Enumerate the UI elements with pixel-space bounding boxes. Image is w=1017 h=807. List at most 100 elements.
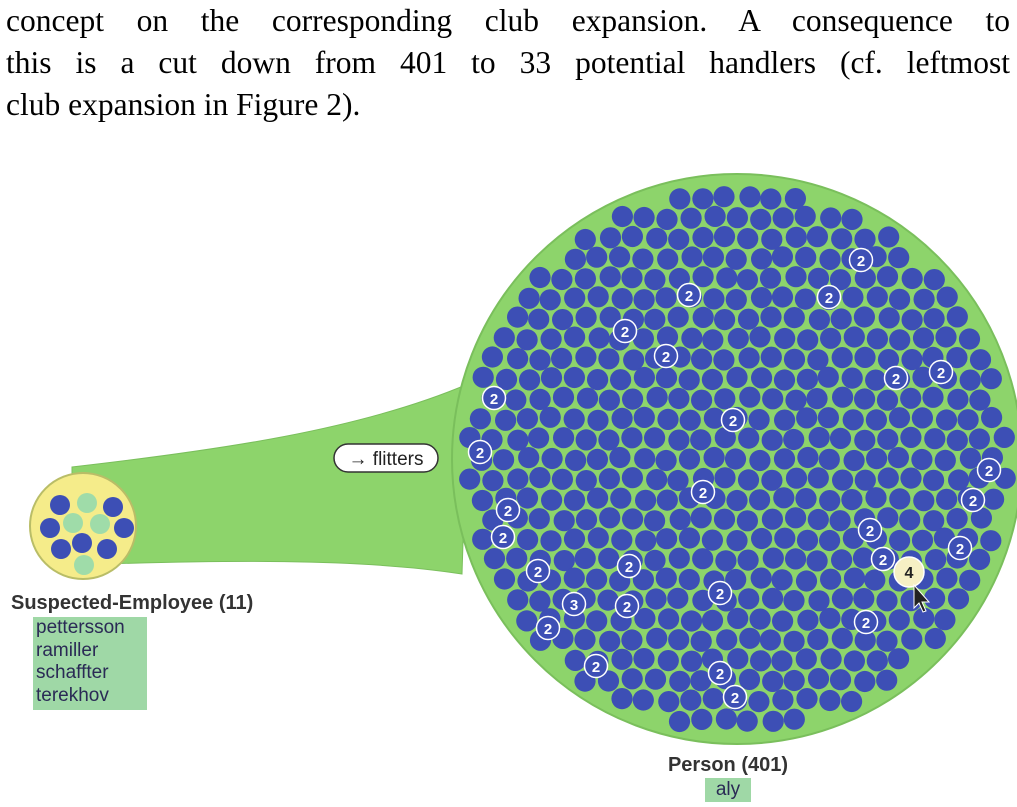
member-node[interactable] — [541, 489, 563, 511]
member-node[interactable] — [796, 368, 819, 390]
member-node[interactable] — [493, 449, 515, 471]
member-node[interactable] — [876, 266, 899, 288]
member-node[interactable] — [714, 309, 736, 331]
member-node[interactable] — [900, 387, 922, 409]
member-node[interactable] — [738, 427, 760, 449]
member-node[interactable] — [785, 266, 807, 288]
member-node[interactable] — [50, 495, 70, 515]
member-node[interactable] — [983, 488, 1005, 510]
member-count-node[interactable] — [853, 609, 879, 635]
member-node[interactable] — [959, 447, 982, 469]
member-node[interactable] — [889, 288, 911, 310]
member-node[interactable] — [632, 328, 655, 350]
member-node[interactable] — [541, 447, 563, 470]
member-node[interactable] — [575, 429, 597, 451]
member-node[interactable] — [841, 208, 863, 230]
member-node[interactable] — [483, 548, 506, 570]
member-node[interactable] — [772, 689, 794, 711]
member-node[interactable] — [796, 688, 818, 710]
member-count-node[interactable] — [870, 546, 896, 572]
member-node[interactable] — [736, 710, 758, 732]
member-node[interactable] — [656, 528, 678, 550]
member-node[interactable] — [692, 306, 714, 328]
member-node[interactable] — [621, 629, 643, 651]
member-node[interactable] — [681, 650, 703, 672]
member-node[interactable] — [925, 549, 947, 571]
member-node[interactable] — [761, 469, 783, 491]
member-node[interactable] — [598, 468, 621, 490]
member-node[interactable] — [691, 348, 713, 370]
member-node[interactable] — [774, 527, 796, 549]
member-node[interactable] — [644, 308, 666, 330]
member-node[interactable] — [762, 547, 784, 569]
member-node[interactable] — [668, 629, 690, 651]
member-node[interactable] — [796, 529, 819, 551]
member-node[interactable] — [797, 329, 819, 351]
member-node[interactable] — [969, 548, 991, 571]
member-node[interactable] — [854, 267, 876, 289]
member-node[interactable] — [611, 529, 633, 551]
member-count-node[interactable] — [490, 524, 516, 550]
member-node[interactable] — [912, 366, 934, 388]
member-node[interactable] — [668, 387, 690, 410]
member-node[interactable] — [633, 206, 655, 229]
member-node[interactable] — [517, 529, 539, 551]
member-node[interactable] — [681, 327, 703, 349]
member-node[interactable] — [876, 669, 898, 691]
member-item[interactable]: terekhov — [36, 684, 109, 706]
member-node[interactable] — [655, 449, 677, 472]
member-node[interactable] — [865, 369, 887, 391]
member-node[interactable] — [528, 508, 550, 530]
member-node[interactable] — [981, 406, 1003, 429]
member-node[interactable] — [634, 607, 656, 630]
member-node[interactable] — [853, 588, 875, 610]
member-node[interactable] — [704, 205, 726, 227]
member-node[interactable] — [865, 409, 888, 431]
member-count-node[interactable] — [525, 558, 551, 584]
member-node[interactable] — [751, 248, 773, 270]
member-node[interactable] — [507, 589, 529, 611]
member-node[interactable] — [913, 288, 935, 310]
member-node[interactable] — [865, 487, 887, 509]
member-node[interactable] — [738, 588, 760, 610]
member-node[interactable] — [774, 409, 796, 431]
member-node[interactable] — [783, 307, 805, 329]
member-node[interactable] — [936, 567, 958, 589]
member-node[interactable] — [832, 386, 854, 408]
member-node[interactable] — [587, 369, 609, 391]
member-node[interactable] — [773, 448, 796, 470]
member-count-node[interactable] — [676, 282, 702, 308]
member-node[interactable] — [633, 366, 656, 389]
member-node[interactable] — [702, 329, 724, 351]
member-count-node[interactable] — [653, 343, 679, 369]
member-node[interactable] — [980, 530, 1002, 552]
member-node[interactable] — [726, 530, 748, 552]
member-node[interactable] — [587, 286, 609, 308]
member-node[interactable] — [888, 247, 910, 269]
member-node[interactable] — [482, 470, 504, 492]
edge-label-flitters[interactable]: → flitters — [333, 443, 439, 473]
member-node[interactable] — [761, 429, 783, 451]
member-node[interactable] — [783, 669, 805, 692]
member-node[interactable] — [574, 547, 596, 570]
member-node[interactable] — [493, 327, 515, 349]
member-node[interactable] — [923, 269, 945, 291]
member-node[interactable] — [678, 568, 700, 591]
member-node[interactable] — [843, 567, 866, 589]
member-node[interactable] — [935, 326, 957, 348]
member-node[interactable] — [739, 627, 761, 649]
member-node[interactable] — [597, 589, 619, 611]
member-node[interactable] — [829, 427, 852, 449]
member-node[interactable] — [599, 630, 621, 652]
member-node[interactable] — [820, 568, 842, 590]
member-node[interactable] — [726, 207, 749, 229]
member-node[interactable] — [714, 388, 736, 410]
member-node[interactable] — [644, 549, 666, 572]
member-node[interactable] — [889, 529, 911, 552]
member-node[interactable] — [854, 670, 876, 693]
member-node[interactable] — [808, 590, 830, 612]
member-node[interactable] — [715, 550, 737, 572]
member-node[interactable] — [794, 205, 816, 227]
member-node[interactable] — [843, 326, 865, 348]
member-node[interactable] — [819, 689, 841, 712]
